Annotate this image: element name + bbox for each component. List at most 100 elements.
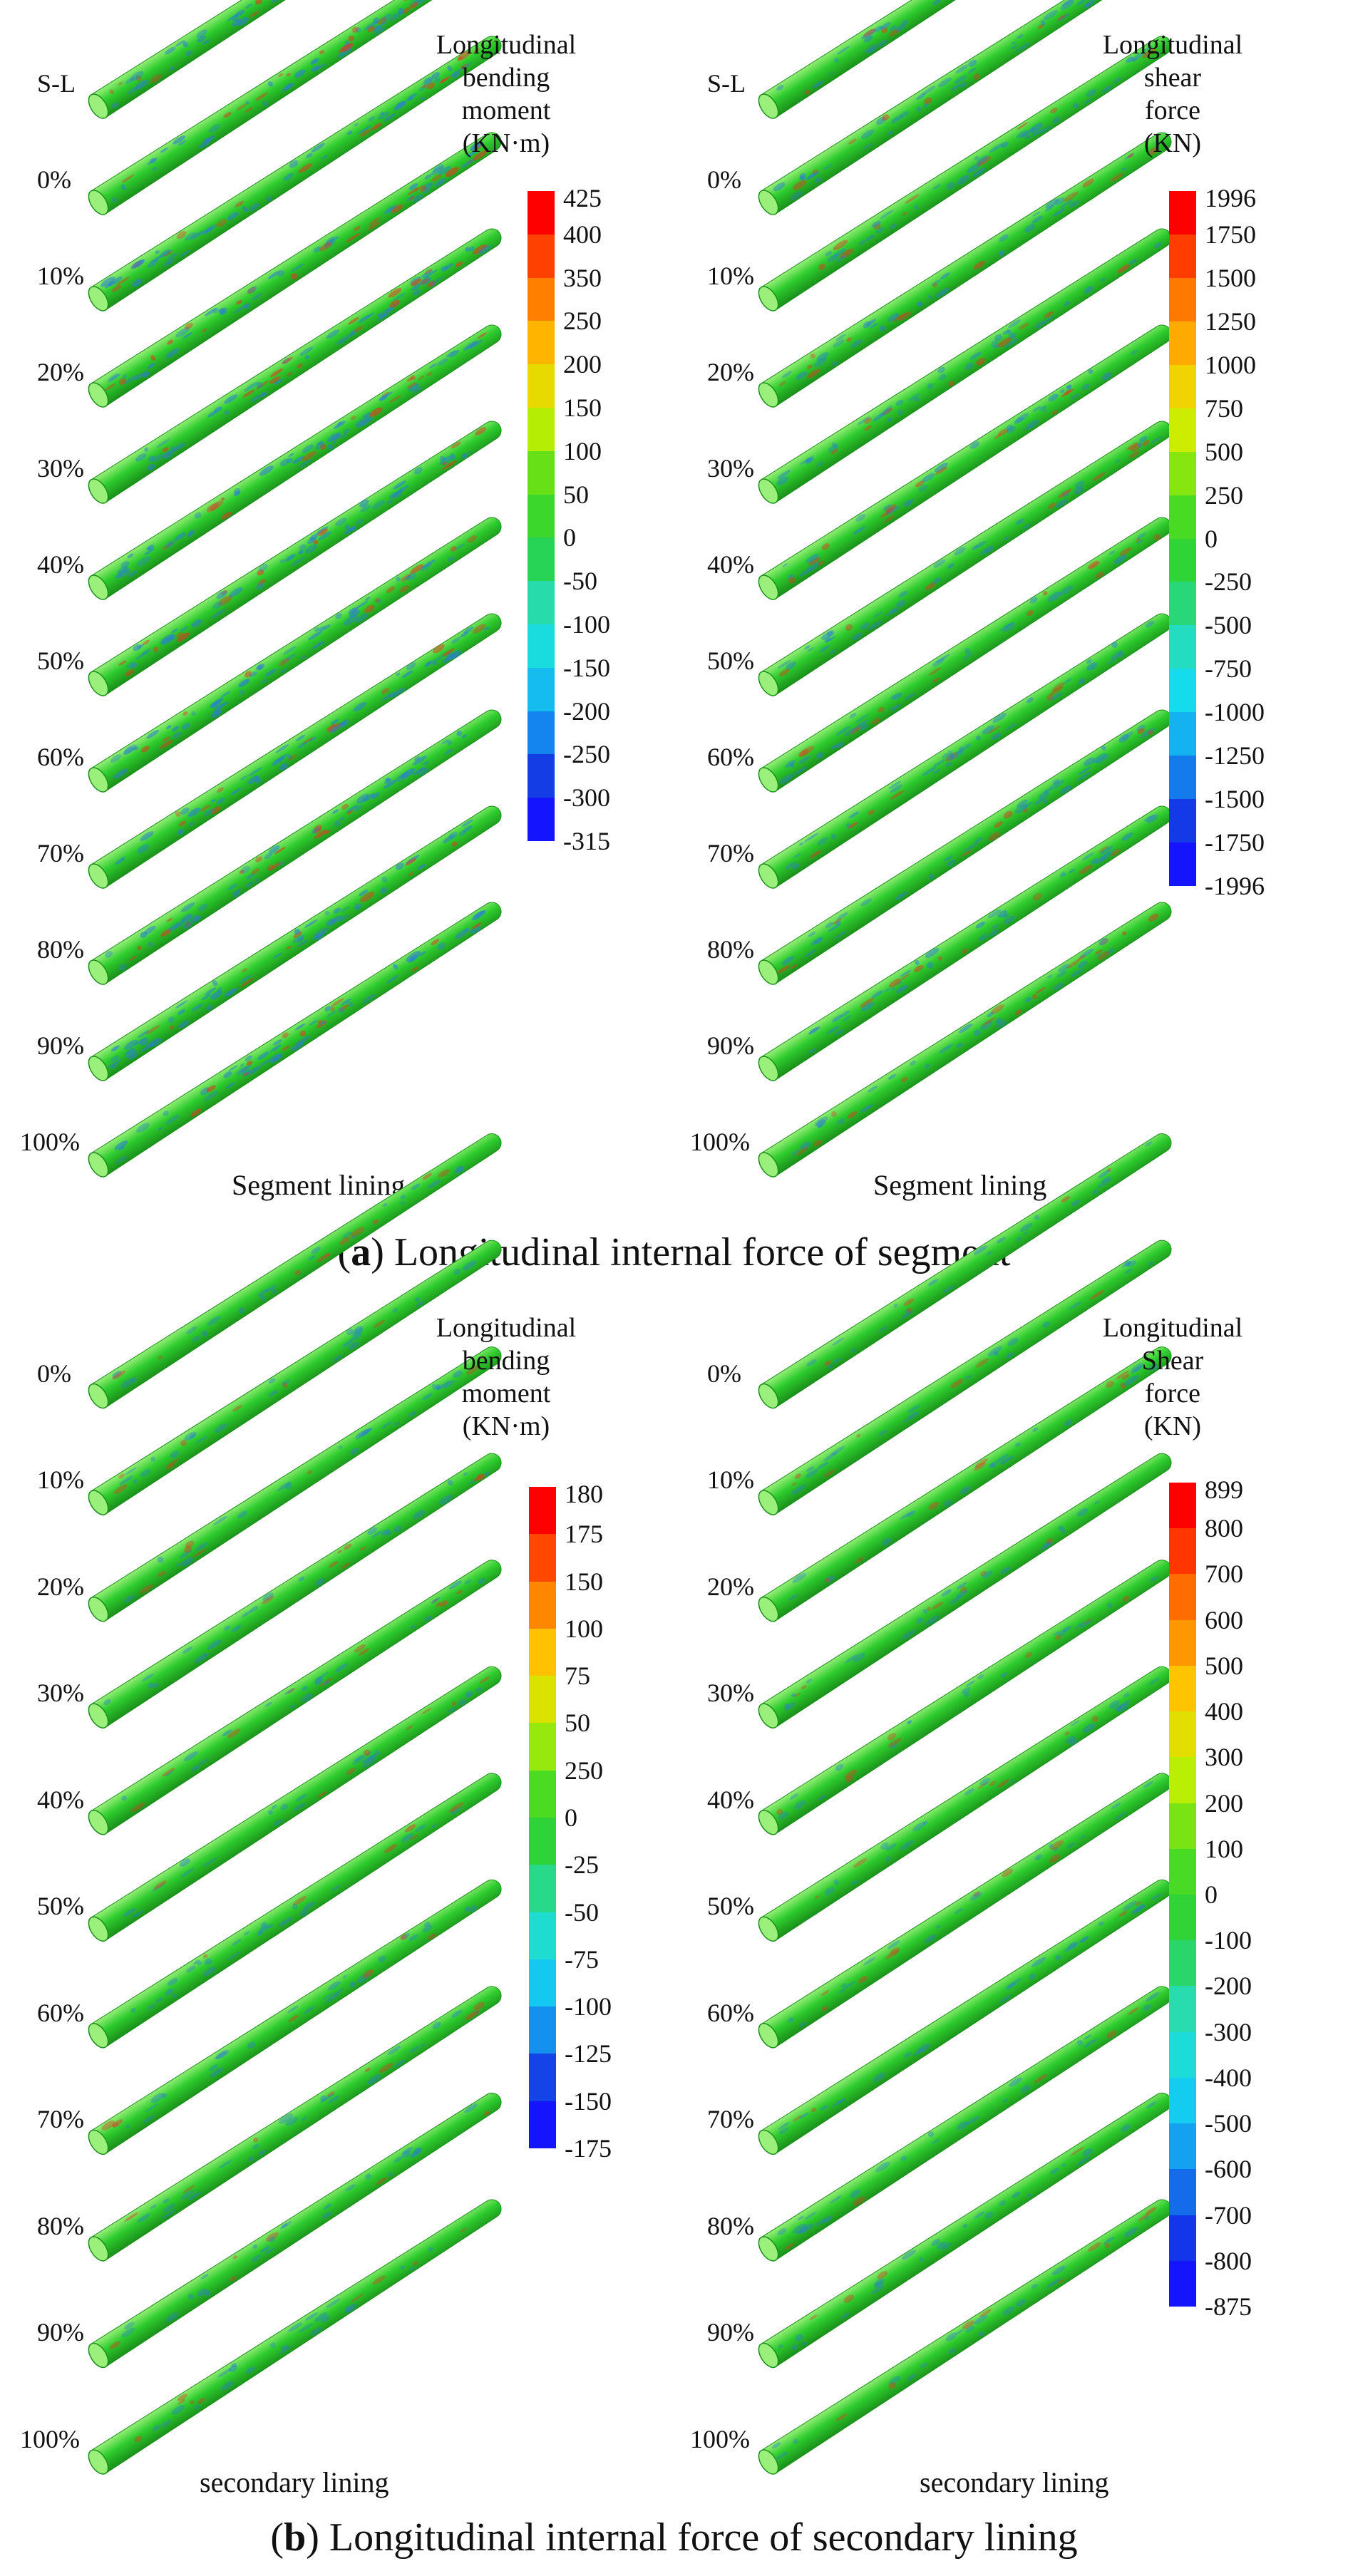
colorbar-band — [1169, 1665, 1196, 1712]
tunnel-tube — [88, 36, 502, 311]
tunnel-tube — [88, 1666, 502, 1942]
colorbar-tick-label: -300 — [1205, 2017, 1252, 2046]
row-label: 80% — [707, 2211, 754, 2240]
tube-end-face — [758, 863, 779, 889]
tube-end-face — [88, 382, 109, 408]
colorbar-band — [529, 2101, 556, 2148]
row-label: 30% — [37, 1679, 84, 1708]
colorbar-band — [1169, 1711, 1196, 1758]
tunnel-tube — [88, 132, 502, 408]
colorbar-band — [529, 1865, 556, 1912]
colorbar-tick-label: 0 — [563, 523, 576, 552]
row-label: 60% — [37, 743, 84, 771]
tunnel-tube — [88, 1240, 502, 1515]
tube-end-face — [88, 767, 109, 793]
tube-end-face — [88, 190, 109, 215]
colorbar-title-line: (KN) — [1143, 128, 1202, 158]
tunnel-tube — [88, 324, 502, 600]
tube-end-face — [758, 2449, 779, 2475]
tube-end-face — [758, 1703, 779, 1729]
panel-b-caption: (b) Longitudinal internal force of secon… — [270, 2515, 1078, 2560]
colorbar-band — [528, 798, 555, 841]
row-label: S-L — [37, 69, 76, 98]
colorbar-tick-label: 300 — [1205, 1743, 1243, 1772]
colorbar-tick-label: 50 — [563, 480, 589, 509]
colorbar-tick-label: 500 — [1205, 437, 1243, 466]
row-label: 80% — [707, 935, 754, 964]
colorbar-band — [529, 1817, 556, 1865]
colorbar-tick-label: -175 — [565, 2134, 612, 2163]
colorbar-tick-label: -25 — [565, 1850, 599, 1880]
tunnel-tube — [88, 421, 502, 696]
row-label: 40% — [707, 550, 754, 579]
colorbar-band — [1169, 234, 1196, 278]
tube-end-face — [88, 2236, 109, 2262]
tunnel-tube — [88, 2093, 502, 2369]
tunnel-tube — [88, 805, 502, 1081]
colorbar-band — [1169, 843, 1196, 886]
tunnel-tube — [758, 613, 1172, 889]
colorbar-band — [528, 277, 555, 321]
tunnel-tube — [758, 1986, 1172, 2262]
colorbar-band — [1169, 1894, 1196, 1941]
row-label: 100% — [690, 2425, 750, 2453]
row-label: 50% — [37, 646, 84, 675]
panel-a-segment: Longitudinal bending moment (KN·m) 425 400 35… — [20, 0, 1265, 1274]
colorbar-band — [528, 581, 555, 624]
colorbar-band — [1169, 538, 1196, 582]
colorbar-band — [528, 321, 555, 365]
colorbar-title: Longitudinal bending moment (KN·m) — [413, 29, 599, 160]
colorbar-band — [528, 191, 555, 235]
tunnel-tube — [88, 1773, 502, 2049]
colorbar-band — [529, 1581, 556, 1629]
colorbar-tick-label: 400 — [563, 220, 602, 249]
tube-end-face — [88, 1383, 109, 1409]
colorbar-tick-label: -1250 — [1205, 741, 1265, 771]
colorbar-tick-label: 100 — [1205, 1834, 1243, 1863]
row-label: 20% — [707, 1572, 754, 1601]
tube-end-face — [88, 478, 109, 504]
tunnel-tube — [758, 902, 1172, 1178]
colorbar-title-line: force — [1144, 1379, 1201, 1408]
colorbar-band — [1169, 2260, 1196, 2307]
row-label: 20% — [707, 358, 754, 386]
colorbar-tick-label: -100 — [565, 1992, 612, 2021]
colorbar-tick-label: 250 — [565, 1756, 603, 1785]
row-label: 100% — [690, 1128, 750, 1156]
tunnel-tube — [758, 1346, 1172, 1622]
colorbar-band — [528, 364, 555, 408]
tube-end-face — [758, 671, 779, 696]
colorbar-band — [528, 450, 555, 495]
colorbar-tick-label: 150 — [563, 393, 602, 422]
row-label: 100% — [20, 2425, 80, 2453]
colorbar-tick-label: 750 — [1205, 393, 1243, 423]
tunnel-tube — [758, 1773, 1172, 2049]
row-label: 70% — [707, 839, 754, 867]
colorbar-band — [529, 1770, 556, 1818]
colorbar-band — [528, 667, 555, 711]
tunnel-tube — [758, 2093, 1172, 2369]
colorbar-title-line: Longitudinal — [436, 30, 577, 60]
colorbar-band — [1169, 408, 1196, 452]
colorbar-band — [529, 1912, 556, 1959]
tunnel-tube — [758, 1666, 1172, 1942]
tube-end-face — [758, 1596, 779, 1622]
tube-end-face — [758, 1152, 779, 1178]
tunnel-tube — [758, 324, 1172, 600]
colorbar-tick-label: -875 — [1205, 2292, 1252, 2321]
tunnel-tube — [758, 517, 1172, 793]
tube-end-face — [88, 1490, 109, 1515]
colorbar-tick-label: 425 — [563, 184, 602, 212]
tube-end-face — [88, 2449, 109, 2475]
tube-end-face — [88, 1916, 109, 1942]
tube-end-face — [758, 93, 779, 119]
colorbar-title-line: (KN) — [1143, 1411, 1202, 1441]
colorbar-tick-label: 250 — [563, 306, 602, 336]
colorbar-tick-label: -600 — [1205, 2155, 1252, 2184]
colorbar-tick-label: -500 — [1205, 611, 1252, 640]
colorbar-band — [1169, 2123, 1196, 2170]
tube-end-face — [88, 2023, 109, 2049]
tunnel-tube — [88, 0, 502, 119]
colorbar-tick-label: -300 — [563, 783, 610, 813]
colorbar-tick-label: 1000 — [1205, 350, 1256, 379]
